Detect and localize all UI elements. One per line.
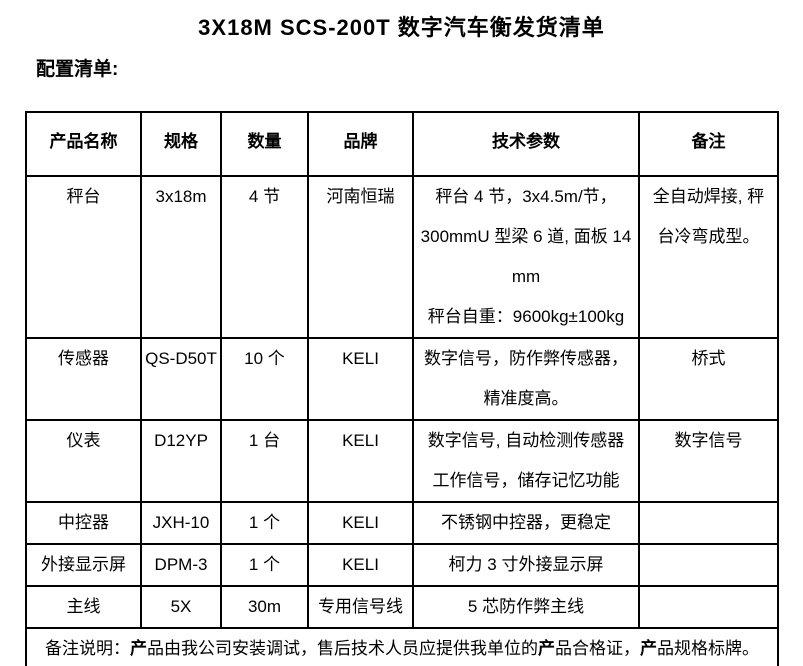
cell-note: 数字信号 [638, 419, 779, 503]
cell-brand: KELI [307, 419, 414, 503]
param-line: 柯力 3 寸外接显示屏 [448, 555, 604, 574]
cell-tech-params: 5 芯防作弊主线 [412, 585, 640, 629]
note-line: 数字信号 [674, 431, 743, 450]
col-header-tech-params: 技术参数 [412, 111, 640, 177]
table-row-indicator: 仪表 D12YP 1 台 KELI 数字信号, 自动检测传感器 工作信号，储存记… [25, 419, 779, 503]
param-line: 数字信号, 自动检测传感器 [427, 431, 625, 450]
cell-brand: KELI [307, 501, 414, 545]
param-line: 工作信号，储存记忆功能 [432, 471, 620, 490]
footer-note-segment: 品合格证， [555, 639, 640, 658]
page-title: 3X18M SCS-200T 数字汽车衡发货清单 [198, 15, 605, 40]
cell-product-name: 仪表 [25, 419, 142, 503]
footer-note-row: 备注说明：产品由我公司安装调试，售后技术人员应提供我单位的产品合格证，产品规格标… [25, 627, 779, 666]
cell-qty: 10 个 [220, 337, 309, 421]
config-list-label: 配置清单: [36, 59, 119, 80]
param-line: 不锈钢中控器，更稳定 [441, 513, 611, 532]
cell-qty: 1 个 [220, 501, 309, 545]
note-line: 全自动焊接, 秤 [652, 187, 765, 206]
cell-product-name: 秤台 [25, 175, 142, 339]
param-line: 秤台 4 节，3x4.5m/节， [435, 187, 617, 206]
table-row-load-cell: 传感器 QS-D50T 10 个 KELI 数字信号，防作弊传感器， 精准度高。… [25, 337, 779, 421]
cell-tech-params: 秤台 4 节，3x4.5m/节， 300mmU 型梁 6 道, 面板 14mm … [412, 175, 640, 339]
note-line: 桥式 [691, 349, 726, 368]
cell-product-name: 外接显示屏 [25, 543, 142, 587]
col-header-product-name: 产品名称 [25, 111, 142, 177]
col-header-spec: 规格 [140, 111, 222, 177]
footer-note-segment: 品由我公司安装调试，售后技术人员应提供我单位的 [147, 639, 538, 658]
cell-spec: JXH-10 [140, 501, 222, 545]
cell-note [638, 585, 779, 629]
cell-tech-params: 数字信号，防作弊传感器， 精准度高。 [412, 337, 640, 421]
param-line: 精准度高。 [483, 389, 569, 408]
cell-spec: 5X [140, 585, 222, 629]
footer-note-segment: 产 [640, 639, 657, 658]
param-line: 5 芯防作弊主线 [467, 597, 585, 616]
cell-product-name: 传感器 [25, 337, 142, 421]
col-header-qty: 数量 [220, 111, 309, 177]
cell-brand: 专用信号线 [307, 585, 414, 629]
footer-note-segment: 产 [130, 639, 147, 658]
table-header-row: 产品名称 规格 数量 品牌 技术参数 备注 [25, 111, 779, 177]
cell-spec: QS-D50T [140, 337, 222, 421]
table-row-external-display: 外接显示屏 DPM-3 1 个 KELI 柯力 3 寸外接显示屏 [25, 543, 779, 587]
param-line: 300mmU 型梁 6 道, 面板 14mm [420, 227, 632, 286]
cell-note: 全自动焊接, 秤 台冷弯成型。 [638, 175, 779, 339]
table-row-junction-controller: 中控器 JXH-10 1 个 KELI 不锈钢中控器，更稳定 [25, 501, 779, 545]
table-row-scale-platform: 秤台 3x18m 4 节 河南恒瑞 秤台 4 节，3x4.5m/节， 300mm… [25, 175, 779, 339]
table-row-main-cable: 主线 5X 30m 专用信号线 5 芯防作弊主线 [25, 585, 779, 629]
cell-qty: 4 节 [220, 175, 309, 339]
cell-spec: DPM-3 [140, 543, 222, 587]
footer-note-label: 备注说明： [45, 639, 130, 658]
footer-note-segment: 品规格标牌。 [657, 639, 759, 658]
param-line: 数字信号，防作弊传感器， [424, 349, 628, 368]
cell-qty: 1 个 [220, 543, 309, 587]
footer-note: 备注说明：产品由我公司安装调试，售后技术人员应提供我单位的产品合格证，产品规格标… [25, 627, 779, 666]
cell-brand: 河南恒瑞 [307, 175, 414, 339]
cell-product-name: 主线 [25, 585, 142, 629]
footer-note-segment: 产 [538, 639, 555, 658]
cell-brand: KELI [307, 337, 414, 421]
cell-product-name: 中控器 [25, 501, 142, 545]
param-line: 秤台自重：9600kg±100kg [427, 307, 625, 326]
cell-qty: 30m [220, 585, 309, 629]
cell-brand: KELI [307, 543, 414, 587]
cell-spec: 3x18m [140, 175, 222, 339]
col-header-brand: 品牌 [307, 111, 414, 177]
cell-tech-params: 柯力 3 寸外接显示屏 [412, 543, 640, 587]
shipping-list-table: 产品名称 规格 数量 品牌 技术参数 备注 秤台 3x18m 4 节 河南恒瑞 … [25, 111, 779, 666]
cell-note: 桥式 [638, 337, 779, 421]
cell-tech-params: 数字信号, 自动检测传感器 工作信号，储存记忆功能 [412, 419, 640, 503]
cell-note [638, 501, 779, 545]
cell-note [638, 543, 779, 587]
cell-tech-params: 不锈钢中控器，更稳定 [412, 501, 640, 545]
cell-qty: 1 台 [220, 419, 309, 503]
col-header-note: 备注 [638, 111, 779, 177]
cell-spec: D12YP [140, 419, 222, 503]
note-line: 台冷弯成型。 [657, 227, 760, 246]
